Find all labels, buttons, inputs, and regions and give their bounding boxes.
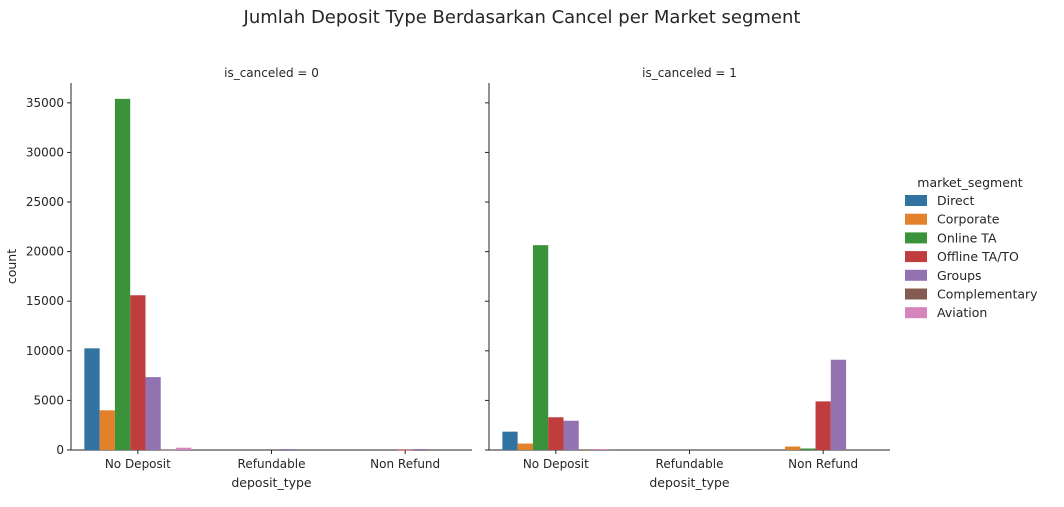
legend-swatch xyxy=(905,269,927,281)
y-tick-label: 15000 xyxy=(26,294,64,308)
bar-offline-ta-to xyxy=(130,295,146,450)
panel-canceled: is_canceled = 1 No Deposit Refundable Non R… xyxy=(485,66,890,490)
panel-title: is_canceled = 0 xyxy=(224,66,319,80)
legend-label: Complementary xyxy=(937,287,1038,302)
legend-swatch xyxy=(905,213,927,225)
y-tick-label: 0 xyxy=(56,443,64,457)
bar-corporate xyxy=(99,410,115,450)
bar-complementary xyxy=(578,449,595,451)
bar-corporate xyxy=(517,443,533,450)
x-tick-label: No Deposit xyxy=(523,457,589,471)
bar-corporate xyxy=(784,446,801,450)
chart-title: Jumlah Deposit Type Berdasarkan Cancel p… xyxy=(243,7,801,28)
bar-offline-ta-to xyxy=(815,401,831,450)
x-tick-label: Non Refund xyxy=(788,457,858,471)
bar-groups xyxy=(563,420,579,450)
x-tick-label: No Deposit xyxy=(105,457,171,471)
bar-direct xyxy=(84,348,100,450)
legend-label: Direct xyxy=(937,193,975,208)
x-axis-label: deposit_type xyxy=(231,475,312,490)
legend-title: market_segment xyxy=(917,175,1023,190)
bar-online-ta xyxy=(532,245,549,450)
y-tick-label: 35000 xyxy=(26,96,64,110)
bar-groups xyxy=(830,359,847,450)
y-tick-label: 20000 xyxy=(26,245,64,259)
bar-offline-ta-to xyxy=(548,417,564,450)
bar-online-ta xyxy=(114,98,131,451)
legend-label: Corporate xyxy=(937,212,1000,227)
legend-swatch xyxy=(905,195,927,206)
legend-label: Aviation xyxy=(937,305,987,320)
legend-swatch xyxy=(905,232,927,244)
x-axis-label: deposit_type xyxy=(649,475,730,490)
bar-groups xyxy=(279,449,295,450)
bar-direct xyxy=(502,431,518,450)
bar-online-ta xyxy=(800,448,816,450)
x-tick-label: Refundable xyxy=(238,457,306,471)
bar-aviation xyxy=(594,449,610,450)
bar-offline-ta-to xyxy=(397,449,413,451)
y-tick-label: 25000 xyxy=(26,195,64,209)
y-tick-label: 10000 xyxy=(26,344,64,358)
legend-swatch xyxy=(905,251,927,263)
legend-swatch xyxy=(905,288,927,300)
bar-groups xyxy=(145,377,161,450)
legend-label: Online TA xyxy=(937,230,997,245)
x-tick-label: Non Refund xyxy=(370,457,440,471)
y-tick-label: 30000 xyxy=(26,145,64,159)
y-tick-label: 5000 xyxy=(33,393,64,407)
y-axis-label: count xyxy=(4,249,19,284)
legend-label: Groups xyxy=(937,268,982,283)
x-tick-label: Refundable xyxy=(656,457,724,471)
panel-title: is_canceled = 1 xyxy=(642,66,737,80)
panel-not-canceled: 0 5000 10000 15000 20000 25000 30000 35000 is_ca… xyxy=(26,66,472,490)
legend: market_segment Direct Corporate Online TA O… xyxy=(905,175,1038,320)
legend-swatch xyxy=(905,307,927,319)
bar-aviation xyxy=(176,447,192,450)
bar-groups xyxy=(412,449,429,450)
legend-label: Offline TA/TO xyxy=(937,249,1019,264)
bar-complementary xyxy=(160,449,177,451)
